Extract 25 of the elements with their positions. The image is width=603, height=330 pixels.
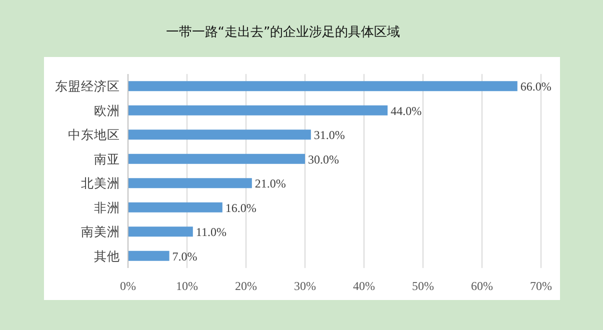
x-tick-label: 70%: [530, 279, 552, 293]
y-tick-label: 东盟经济区: [55, 78, 120, 94]
data-label: 66.0%: [520, 80, 552, 94]
y-tick-label: 欧洲: [94, 102, 120, 118]
y-tick-label: 北美洲: [81, 176, 120, 191]
data-label: 21.0%: [254, 176, 286, 191]
x-tick-label: 20%: [235, 279, 257, 293]
y-tick-label: 非洲: [94, 200, 120, 215]
y-tick-label: 南美洲: [81, 224, 120, 240]
chart-title: 一带一路“走出去”的企业涉足的具体区域: [166, 25, 400, 40]
x-tick-label: 60%: [471, 279, 493, 293]
data-label: 16.0%: [225, 200, 256, 215]
data-label: 11.0%: [196, 225, 226, 240]
x-tick-label: 0%: [120, 279, 136, 293]
x-tick-label: 40%: [353, 279, 375, 293]
data-label: 44.0%: [390, 104, 422, 118]
data-label: 7.0%: [172, 249, 198, 264]
data-label: 30.0%: [308, 152, 339, 166]
x-tick-label: 30%: [294, 279, 316, 293]
data-label: 31.0%: [314, 128, 345, 142]
x-tick-label: 50%: [412, 279, 434, 293]
y-tick-label: 南亚: [94, 151, 120, 166]
y-tick-label: 其他: [94, 248, 120, 264]
y-tick-label: 中东地区: [68, 127, 120, 142]
x-tick-label: 10%: [176, 279, 198, 293]
